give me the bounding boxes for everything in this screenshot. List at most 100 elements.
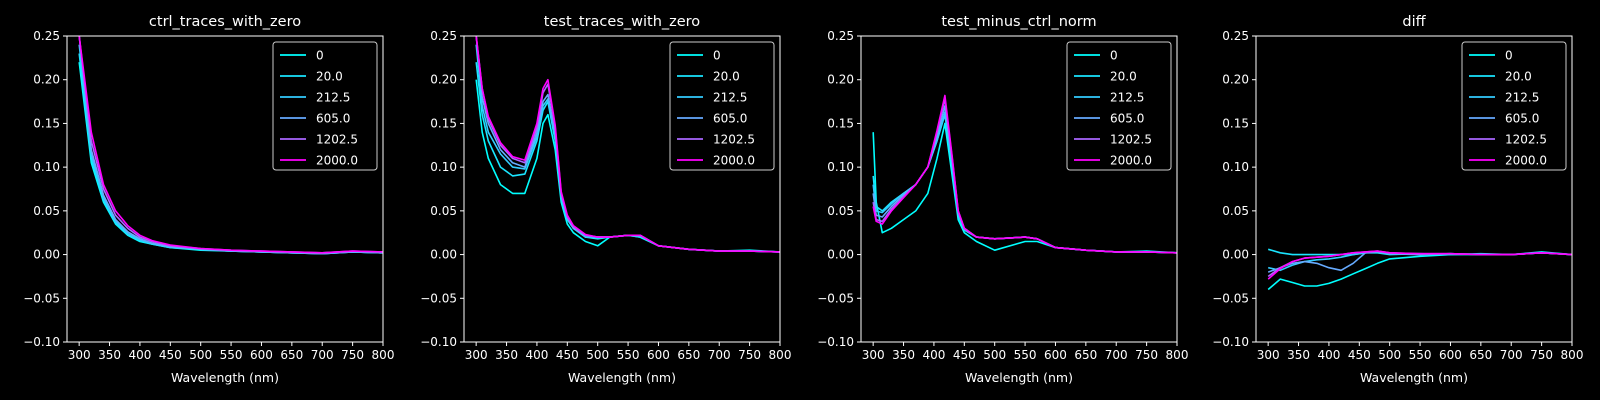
series-line-2000.0	[475, 36, 780, 253]
x-tick-label: 600	[1044, 348, 1067, 362]
x-tick-label: 750	[341, 348, 364, 362]
series-line-2000.0	[78, 36, 383, 254]
legend-entry: 2000.0	[316, 154, 358, 168]
series-group	[872, 94, 1177, 254]
y-tick-label: 0.20	[430, 73, 457, 87]
x-tick-label: 400	[1317, 348, 1340, 362]
series-group	[475, 36, 780, 253]
legend-entry: 1202.5	[316, 133, 358, 147]
x-tick-label: 700	[311, 348, 334, 362]
x-tick-label: 450	[1348, 348, 1371, 362]
x-tick-label: 600	[647, 348, 670, 362]
legend: 0 20.0 212.5 605.0 1202.5 2000.0	[1066, 41, 1172, 171]
legend-entry: 0	[713, 49, 721, 63]
x-tick-label: 800	[1166, 348, 1189, 362]
y-tick-label: 0.05	[827, 204, 854, 218]
x-tick-label: 450	[556, 348, 579, 362]
x-tick-label: 400	[525, 348, 548, 362]
x-tick-label: 350	[892, 348, 915, 362]
x-tick-label: 450	[953, 348, 976, 362]
x-tick-label: 800	[372, 348, 395, 362]
legend-box	[669, 41, 775, 171]
x-tick-label: 350	[495, 348, 518, 362]
y-tick-label: 0.20	[1222, 73, 1249, 87]
x-tick-label: 650	[1074, 348, 1097, 362]
legend-entry: 0	[316, 49, 324, 63]
x-tick-label: 600	[1439, 348, 1462, 362]
y-tick-label: −0.10	[1212, 335, 1249, 349]
y-tick-label: 0.25	[33, 29, 60, 43]
x-tick-label: 300	[1257, 348, 1280, 362]
x-tick-label: 500	[983, 348, 1006, 362]
legend-entry: 605.0	[1505, 112, 1539, 126]
series-group	[1267, 248, 1572, 291]
legend-entry: 605.0	[1110, 112, 1144, 126]
x-tick-label: 500	[586, 348, 609, 362]
x-tick-label: 650	[1469, 348, 1492, 362]
x-tick-label: 500	[189, 348, 212, 362]
legend-entry: 212.5	[1505, 91, 1539, 105]
x-tick-label: 800	[769, 348, 792, 362]
y-tick-label: 0.10	[827, 160, 854, 174]
x-tick-label: 700	[1105, 348, 1128, 362]
legend-entry: 2000.0	[713, 154, 755, 168]
x-tick-label: 550	[220, 348, 243, 362]
y-tick-label: 0.15	[827, 116, 854, 130]
legend-entry: 212.5	[713, 91, 747, 105]
x-tick-label: 300	[465, 348, 488, 362]
x-tick-label: 750	[1530, 348, 1553, 362]
legend-entry: 20.0	[316, 70, 343, 84]
legend-entry: 1202.5	[1505, 133, 1547, 147]
axes-frame	[1255, 35, 1573, 343]
axes-frame	[860, 35, 1178, 343]
legend: 0 20.0 212.5 605.0 1202.5 2000.0	[669, 41, 775, 171]
chart-title: test_minus_ctrl_norm	[941, 14, 1096, 30]
x-tick-label: 350	[98, 348, 121, 362]
x-tick-label: 750	[738, 348, 761, 362]
chart-title: test_traces_with_zero	[544, 14, 701, 30]
y-tick-label: −0.05	[1212, 291, 1249, 305]
x-axis-label: Wavelength (nm)	[568, 370, 676, 385]
series-group	[78, 36, 383, 255]
chart-panel-0: 300 350 400 450 500 550 600 650 700 750 800 −0.10 −0…	[23, 14, 394, 385]
y-tick-label: 0.25	[430, 29, 457, 43]
x-tick-label: 500	[1378, 348, 1401, 362]
legend-entry: 2000.0	[1505, 154, 1547, 168]
y-tick-label: 0.20	[827, 73, 854, 87]
y-tick-label: 0.25	[1222, 29, 1249, 43]
y-tick-label: 0.00	[430, 248, 457, 262]
series-line-2000.0	[1267, 250, 1572, 280]
y-tick-label: −0.05	[23, 291, 60, 305]
legend-entry: 1202.5	[713, 133, 755, 147]
legend-entry: 20.0	[1110, 70, 1137, 84]
y-tick-label: −0.05	[420, 291, 457, 305]
y-tick-label: 0.05	[430, 204, 457, 218]
x-tick-label: 550	[617, 348, 640, 362]
x-tick-label: 400	[922, 348, 945, 362]
y-tick-label: 0.25	[827, 29, 854, 43]
legend-box	[272, 41, 378, 171]
chart-panel-3: 300 350 400 450 500 550 600 650 700 750 800 −0.10 −0…	[1212, 14, 1583, 385]
y-tick-label: 0.00	[33, 248, 60, 262]
legend-entry: 212.5	[316, 91, 350, 105]
x-axis-label: Wavelength (nm)	[171, 370, 279, 385]
legend-entry: 0	[1505, 49, 1513, 63]
chart-title: diff	[1402, 14, 1426, 30]
axes-frame	[66, 35, 384, 343]
x-axis-label: Wavelength (nm)	[1360, 370, 1468, 385]
legend-box	[1066, 41, 1172, 171]
y-tick-label: 0.00	[1222, 248, 1249, 262]
legend-entry: 212.5	[1110, 91, 1144, 105]
x-tick-label: 600	[250, 348, 273, 362]
x-tick-label: 350	[1287, 348, 1310, 362]
y-tick-label: 0.05	[1222, 204, 1249, 218]
y-tick-label: 0.15	[33, 116, 60, 130]
series-line-605.0	[78, 36, 383, 255]
legend-entry: 20.0	[1505, 70, 1532, 84]
legend-entry: 20.0	[713, 70, 740, 84]
y-tick-label: 0.15	[1222, 116, 1249, 130]
x-tick-label: 300	[68, 348, 91, 362]
x-tick-label: 650	[280, 348, 303, 362]
y-tick-label: −0.10	[420, 335, 457, 349]
